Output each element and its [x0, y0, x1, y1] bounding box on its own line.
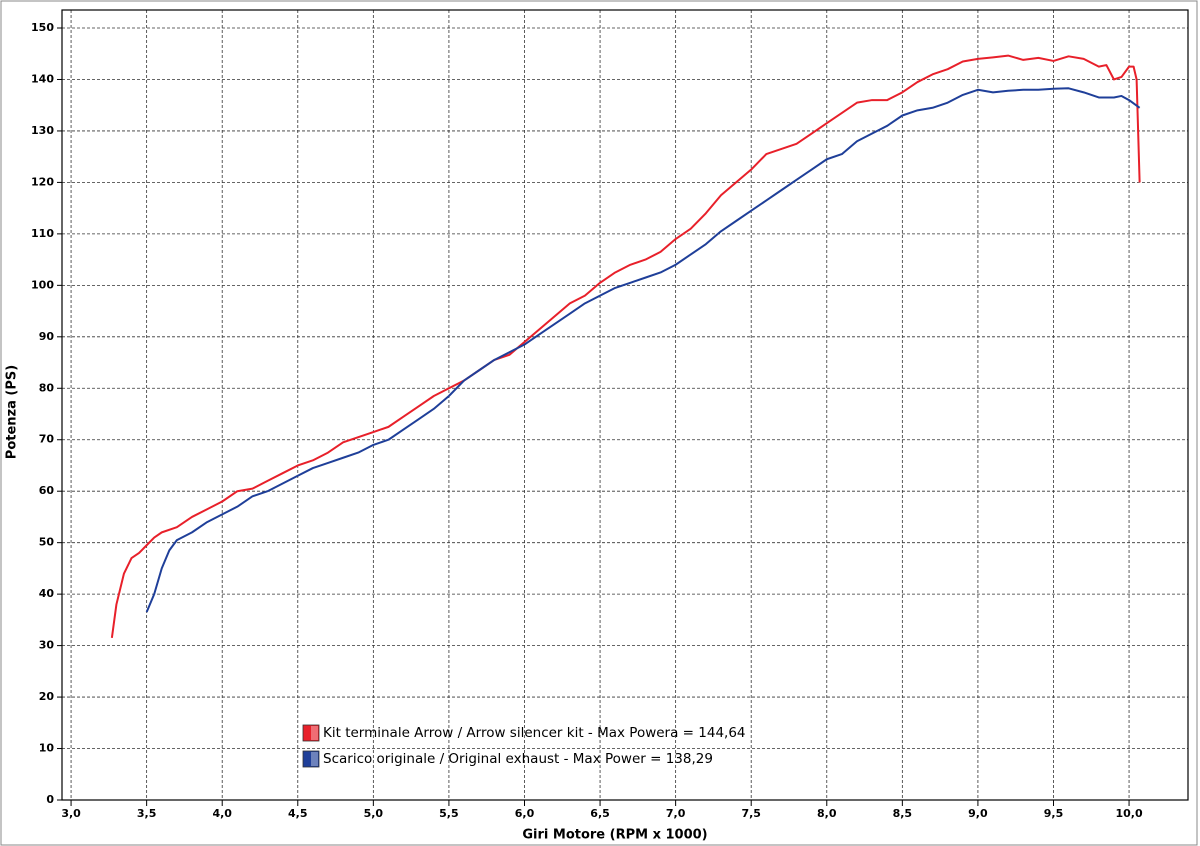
x-tick-label: 5,0 [364, 807, 384, 820]
x-tick-label: 5,5 [439, 807, 459, 820]
legend-swatch [302, 724, 320, 742]
series-line [110, 54, 1141, 639]
x-tick-label: 10,0 [1115, 807, 1142, 820]
y-tick-label: 80 [39, 381, 55, 394]
y-tick-label: 130 [31, 124, 54, 137]
x-tick-label: 6,5 [590, 807, 610, 820]
y-tick-label: 40 [39, 587, 55, 600]
y-tick-label: 70 [39, 433, 55, 446]
x-tick-label: 9,5 [1044, 807, 1064, 820]
y-tick-label: 50 [39, 536, 55, 549]
plot-border [61, 9, 1189, 801]
x-tick-label: 7,0 [666, 807, 686, 820]
x-tick-label: 7,5 [741, 807, 761, 820]
legend-swatch-shine [311, 752, 318, 766]
y-tick-label: 150 [31, 21, 54, 34]
lines [110, 54, 1141, 639]
x-tick-label: 6,0 [515, 807, 535, 820]
legend-label: Scarico originale / Original exhaust - M… [323, 751, 713, 767]
y-tick-label: 110 [31, 227, 54, 240]
x-axis-label: Giri Motore (RPM x 1000) [522, 828, 707, 843]
y-tick-label: 20 [39, 690, 55, 703]
y-tick-label: 10 [39, 742, 55, 755]
x-tick-label: 4,5 [288, 807, 308, 820]
y-tick-label: 90 [39, 330, 55, 343]
y-tick-label: 100 [31, 278, 54, 291]
x-tick-label: 8,5 [893, 807, 913, 820]
x-tick-label: 8,0 [817, 807, 837, 820]
y-tick-label: 30 [39, 639, 55, 652]
x-tick-label: 9,0 [968, 807, 988, 820]
grid: 0 10 20 30 40 50 60 70 80 90 100 110 120 130 140 150 3,0… [31, 10, 1188, 820]
legend-label: Kit terminale Arrow / Arrow silencer kit… [323, 725, 746, 741]
x-tick-label: 4,0 [212, 807, 232, 820]
y-tick-label: 140 [31, 72, 54, 85]
series-line [145, 87, 1141, 613]
legend-swatch [302, 750, 320, 768]
legend-swatch-shine [311, 726, 318, 740]
x-tick-label: 3,5 [137, 807, 157, 820]
legend: Kit terminale Arrow / Arrow silencer kit… [302, 724, 746, 768]
y-axis-label: Potenza (PS) [5, 365, 20, 459]
y-tick-label: 0 [46, 793, 54, 806]
y-tick-label: 60 [39, 484, 55, 497]
x-tick-label: 3,0 [61, 807, 81, 820]
y-tick-label: 120 [31, 175, 54, 188]
